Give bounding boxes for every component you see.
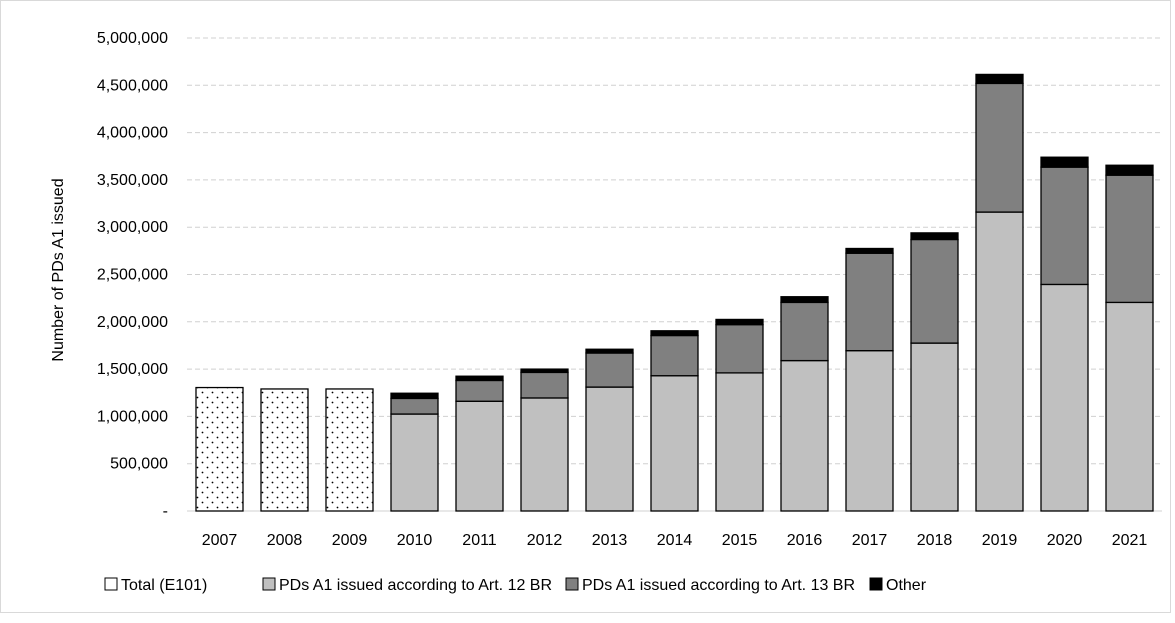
- y-tick-label: 3,000,000: [97, 219, 168, 236]
- bar-segment-2018-series-2: [910, 238, 959, 344]
- bar-segment-2013-series-2: [585, 352, 634, 388]
- bar-segment-2011-series-2: [455, 379, 504, 402]
- y-axis: - 500,000 1,000,000 1,500,000 2,000,000 2,500…: [97, 30, 168, 520]
- x-tick-label: 2017: [852, 532, 888, 549]
- x-tick-label: 2016: [787, 532, 823, 549]
- bar-segment-2014-series-1: [650, 375, 699, 512]
- bar-segment-2014-series-2: [650, 334, 699, 377]
- legend-swatch: [262, 577, 276, 591]
- x-tick-label: 2010: [397, 532, 433, 549]
- y-tick-label: 500,000: [110, 456, 168, 473]
- bar-segment-2016-series-2: [780, 301, 829, 362]
- x-tick-label: 2013: [592, 532, 628, 549]
- bar-segment-2020-series-2: [1040, 166, 1089, 286]
- x-tick-label: 2019: [982, 532, 1018, 549]
- x-tick-label: 2015: [722, 532, 758, 549]
- legend-swatch: [104, 577, 118, 591]
- legend-label: PDs A1 issued according to Art. 13 BR: [582, 577, 855, 594]
- y-tick-label: 4,000,000: [97, 125, 168, 142]
- y-tick-label: 1,500,000: [97, 361, 168, 378]
- bar-segment-2010-series-2: [390, 397, 439, 415]
- bar-segment-2019-series-3: [975, 73, 1024, 85]
- bar-segment-2016-series-1: [780, 359, 829, 512]
- bar-segment-2012-series-2: [520, 371, 569, 399]
- bars: [195, 73, 1154, 512]
- bar-segment-2015-series-2: [715, 323, 764, 374]
- x-tick-label: 2008: [267, 532, 303, 549]
- legend-label: Other: [886, 577, 927, 594]
- bar-segment-2011-series-3: [455, 375, 504, 382]
- x-axis: 2007 2008 2009 2010 2011 2012 2013 2014 2015 2016…: [202, 532, 1148, 549]
- bar-segment-2019-series-2: [975, 82, 1024, 213]
- bar-segment-2018-series-1: [910, 342, 959, 512]
- bar-segment-2010-series-1: [390, 413, 439, 512]
- legend-swatch: [565, 577, 579, 591]
- bar-segment-2012-series-1: [520, 397, 569, 512]
- legend-swatch: [869, 577, 883, 591]
- x-tick-label: 2009: [332, 532, 368, 549]
- y-tick-label: 2,000,000: [97, 314, 168, 331]
- y-axis-label: Number of PDs A1 issued: [50, 178, 67, 361]
- bar-segment-2013-series-3: [585, 348, 634, 354]
- bar-segment-2020-series-1: [1040, 283, 1089, 512]
- y-tick-label: 2,500,000: [97, 267, 168, 284]
- bar-segment-2012-series-3: [520, 368, 569, 374]
- bar-segment-2021-series-3: [1105, 164, 1154, 176]
- bar-segment-2011-series-1: [455, 400, 504, 512]
- legend-label: PDs A1 issued according to Art. 12 BR: [279, 577, 552, 594]
- bar-segment-2020-series-3: [1040, 156, 1089, 168]
- bar-segment-2015-series-1: [715, 372, 764, 512]
- y-tick-label: 4,500,000: [97, 77, 168, 94]
- x-tick-label: 2014: [657, 532, 693, 549]
- bar-segment-2015-series-3: [715, 318, 764, 326]
- bar-segment-2017-series-1: [845, 350, 894, 512]
- legend-label: Total (E101): [121, 577, 207, 594]
- x-tick-label: 2011: [462, 532, 497, 549]
- x-tick-label: 2020: [1047, 532, 1083, 549]
- y-tick-label: -: [163, 503, 168, 520]
- bar-segment-2013-series-1: [585, 386, 634, 512]
- bar-segment-2021-series-2: [1105, 174, 1154, 304]
- y-tick-label: 1,000,000: [97, 408, 168, 425]
- y-tick-label: 5,000,000: [97, 30, 168, 47]
- bar-segment-2016-series-3: [780, 296, 829, 304]
- bar-segment-2021-series-1: [1105, 301, 1154, 512]
- bar-segment-2018-series-3: [910, 232, 959, 241]
- bar-segment-2007-series-0: [195, 386, 244, 512]
- bar-segment-2010-series-3: [390, 392, 439, 400]
- x-tick-label: 2021: [1112, 532, 1148, 549]
- x-tick-label: 2007: [202, 532, 238, 549]
- legend: Total (E101) PDs A1 issued according to A…: [104, 577, 927, 594]
- y-tick-label: 3,500,000: [97, 172, 168, 189]
- bar-segment-2019-series-1: [975, 211, 1024, 512]
- x-tick-label: 2018: [917, 532, 953, 549]
- x-tick-label: 2012: [527, 532, 563, 549]
- bar-segment-2009-series-0: [325, 388, 374, 512]
- bar-segment-2014-series-3: [650, 330, 699, 337]
- bar-segment-2017-series-2: [845, 252, 894, 352]
- bar-segment-2017-series-3: [845, 247, 894, 254]
- bar-segment-2008-series-0: [260, 388, 309, 512]
